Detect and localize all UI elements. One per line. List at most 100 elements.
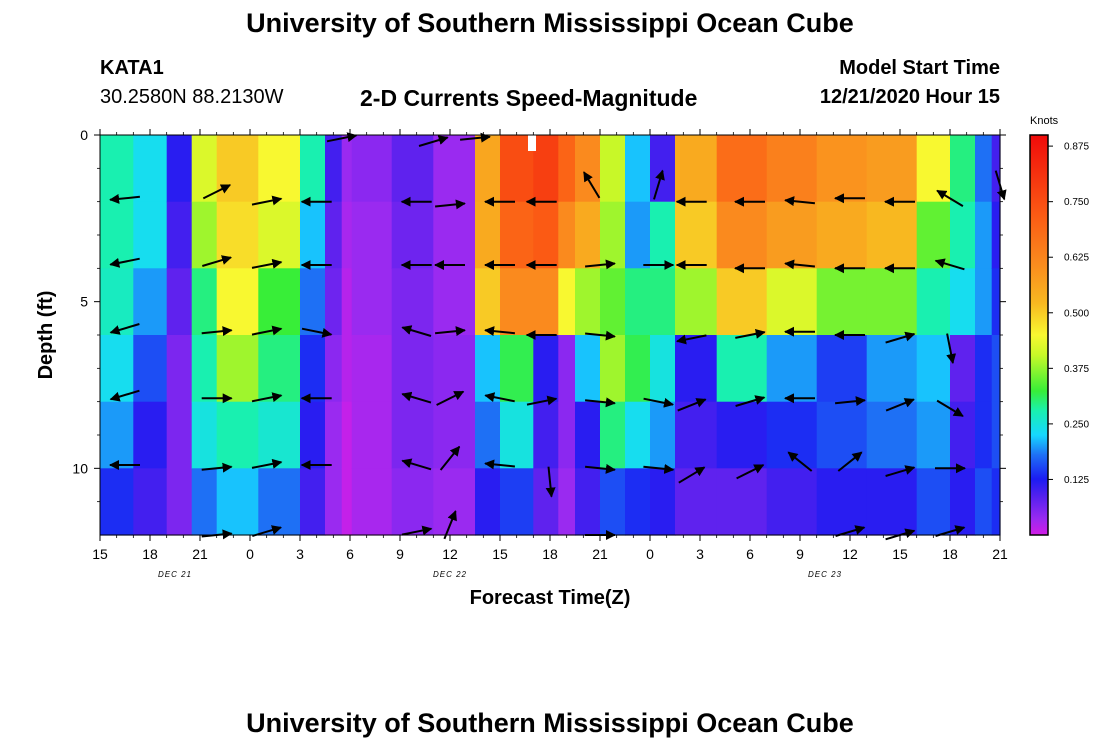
heatmap-cell xyxy=(433,401,476,469)
heatmap-cell xyxy=(533,335,559,403)
heatmap-cell xyxy=(533,201,559,269)
heatmap-cell xyxy=(341,335,353,403)
heatmap-cell xyxy=(975,268,993,336)
current-vector-arrow xyxy=(643,463,675,474)
colorbar-unit: Knots xyxy=(1030,115,1059,127)
current-vector-arrow xyxy=(678,466,706,484)
heatmap-cell xyxy=(325,268,343,336)
heatmap-cells xyxy=(100,135,1001,536)
heatmap-cell xyxy=(300,268,326,336)
heatmap-cell xyxy=(650,401,676,469)
heatmap-cell xyxy=(766,135,818,203)
current-vector-arrow xyxy=(439,445,461,471)
heatmap-cell xyxy=(600,135,626,203)
heatmap-cell xyxy=(975,468,993,536)
heatmap-cell xyxy=(975,201,993,269)
current-vector-arrow xyxy=(401,325,432,337)
heatmap-cell xyxy=(533,135,559,203)
heatmap-cell xyxy=(300,201,326,269)
y-tick-label: 0 xyxy=(80,127,88,143)
current-vector-arrow xyxy=(109,193,141,204)
heatmap-cell xyxy=(558,401,576,469)
heatmap-cell xyxy=(975,401,993,469)
heatmap-cell xyxy=(258,335,301,403)
heatmap-cell xyxy=(816,468,868,536)
heatmap-cell xyxy=(475,335,501,403)
heatmap-cell xyxy=(391,135,434,203)
heatmap-cell xyxy=(575,468,601,536)
heatmap-cell xyxy=(351,201,393,269)
current-vectors xyxy=(109,132,1007,541)
current-vector-arrow xyxy=(834,396,866,407)
current-vector-arrow xyxy=(936,399,964,417)
heatmap-cell xyxy=(625,201,651,269)
colorbar-tick-label: 0.375 xyxy=(1064,364,1089,375)
heatmap-cell xyxy=(675,201,718,269)
heatmap-cell xyxy=(575,201,601,269)
current-vector-arrow xyxy=(401,525,433,536)
heatmap-cell xyxy=(558,135,576,203)
x-axis-label: Forecast Time(Z) xyxy=(470,587,631,609)
heatmap-cell xyxy=(100,401,134,469)
heatmap-cell xyxy=(300,135,326,203)
y-tick-label: 5 xyxy=(80,294,88,310)
heatmap-cell xyxy=(991,135,1001,203)
heatmap-cell xyxy=(258,401,301,469)
heatmap-cell xyxy=(433,268,476,336)
current-vector-arrow xyxy=(301,327,333,338)
current-vector-arrow xyxy=(584,463,616,474)
heatmap-cell xyxy=(716,401,768,469)
heatmap-cell xyxy=(716,268,768,336)
current-vector-arrow xyxy=(484,459,516,470)
heatmap-cell xyxy=(500,401,534,469)
heatmap-cell xyxy=(216,401,259,469)
heatmap-cell xyxy=(766,401,818,469)
missing-data-cell xyxy=(528,135,536,151)
heatmap-cell xyxy=(916,401,951,469)
x-tick-label: 15 xyxy=(492,546,508,562)
heatmap-cell xyxy=(166,468,193,536)
heatmap-cell xyxy=(433,201,476,269)
heatmap-cell xyxy=(391,335,434,403)
heatmap-cell xyxy=(558,468,576,536)
heatmap-cell xyxy=(816,201,868,269)
heatmap-cell xyxy=(351,135,393,203)
heatmap-cell xyxy=(866,201,918,269)
current-vector-arrow xyxy=(201,326,233,337)
heatmap-cell xyxy=(391,401,434,469)
current-vector-arrow xyxy=(201,462,233,473)
heatmap-cell xyxy=(766,201,818,269)
heatmap-cell xyxy=(816,135,868,203)
heatmap-cell xyxy=(950,268,976,336)
heatmap-cell xyxy=(391,201,434,269)
x-tick-label: 12 xyxy=(842,546,858,562)
heatmap-cell xyxy=(325,401,343,469)
current-vector-arrow xyxy=(526,395,558,406)
current-vector-arrow xyxy=(401,458,432,471)
current-vector-arrow xyxy=(936,189,964,207)
date-label: DEC 21 xyxy=(158,570,192,579)
heatmap-cell xyxy=(216,268,259,336)
heatmap-cell xyxy=(675,401,718,469)
current-vector-arrow xyxy=(326,132,358,143)
current-vector-arrow xyxy=(735,395,766,407)
x-tick-label: 3 xyxy=(696,546,704,562)
heatmap-cell xyxy=(351,335,393,403)
colorbar-tick-label: 0.875 xyxy=(1064,142,1089,153)
heatmap-cell xyxy=(216,468,259,536)
heatmap-cell xyxy=(500,268,534,336)
current-vector-arrow xyxy=(484,392,515,403)
heatmap-cell xyxy=(341,135,353,203)
heatmap-cell xyxy=(100,135,134,203)
x-tick-label: 15 xyxy=(892,546,908,562)
heatmap-cell xyxy=(216,135,259,203)
heatmap-cell xyxy=(191,468,218,536)
heatmap-cell xyxy=(625,468,651,536)
heatmap-cell xyxy=(650,201,676,269)
current-vector-arrow xyxy=(736,464,765,480)
heatmap-cell xyxy=(991,335,1001,403)
current-vector-arrow xyxy=(436,390,465,406)
heatmap-cell xyxy=(433,335,476,403)
heatmap-cell xyxy=(351,401,393,469)
current-vector-arrow xyxy=(784,196,816,207)
